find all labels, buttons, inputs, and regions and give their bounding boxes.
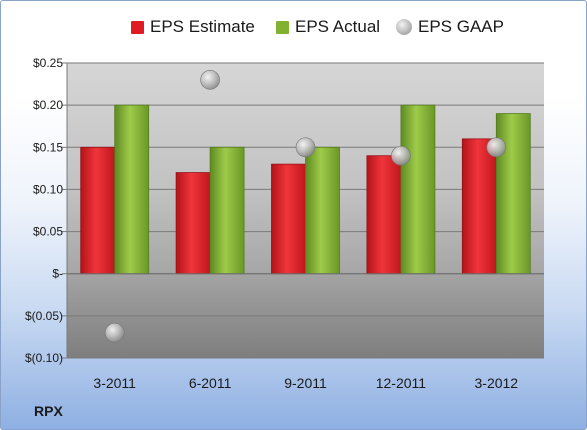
bar-eps-estimate xyxy=(175,172,211,275)
bar-eps-actual xyxy=(209,146,245,275)
legend-eps-gaap: EPS GAAP xyxy=(396,17,504,37)
y-tick-label: $0.15 xyxy=(33,140,63,154)
legend-eps-actual: EPS Actual xyxy=(276,17,380,37)
y-tick-label: $0.10 xyxy=(33,182,63,196)
point-eps-gaap xyxy=(391,145,411,166)
x-tick-label: 3-2011 xyxy=(93,375,136,391)
x-tick-label: 6-2011 xyxy=(189,375,232,391)
bar-eps-actual xyxy=(495,113,531,275)
x-tick-label: 9-2011 xyxy=(284,375,327,391)
point-eps-gaap xyxy=(104,322,125,343)
y-tick-label: $0.25 xyxy=(33,56,63,70)
legend-eps-estimate: EPS Estimate xyxy=(131,17,255,37)
bar-eps-estimate xyxy=(80,146,116,275)
legend-label-eps-estimate: EPS Estimate xyxy=(150,17,255,36)
ticker-label: RPX xyxy=(34,403,63,419)
legend-label-eps-gaap: EPS GAAP xyxy=(418,17,504,36)
bar-eps-actual xyxy=(114,104,150,275)
bar-eps-actual xyxy=(305,146,340,275)
y-tick-label: $(0.05) xyxy=(25,309,63,323)
y-tick-label: $- xyxy=(52,267,63,281)
x-tick-label: 12-2011 xyxy=(376,375,427,391)
legend-swatch-eps-actual xyxy=(276,20,289,34)
point-eps-gaap xyxy=(486,137,507,158)
y-tick-label: $(0.10) xyxy=(25,351,63,365)
x-tick-label: 3-2012 xyxy=(475,375,519,391)
point-eps-gaap xyxy=(295,137,316,158)
point-eps-gaap xyxy=(200,70,220,90)
legend-label-eps-actual: EPS Actual xyxy=(295,17,381,36)
bar-eps-actual xyxy=(400,104,436,275)
y-tick-label: $0.20 xyxy=(33,98,63,112)
legend-swatch-eps-gaap xyxy=(396,19,412,35)
bar-eps-estimate xyxy=(461,138,497,275)
bar-eps-estimate xyxy=(271,163,306,275)
legend-swatch-eps-estimate xyxy=(131,20,144,34)
y-tick-label: $0.05 xyxy=(33,225,63,239)
bar-eps-estimate xyxy=(366,155,402,275)
